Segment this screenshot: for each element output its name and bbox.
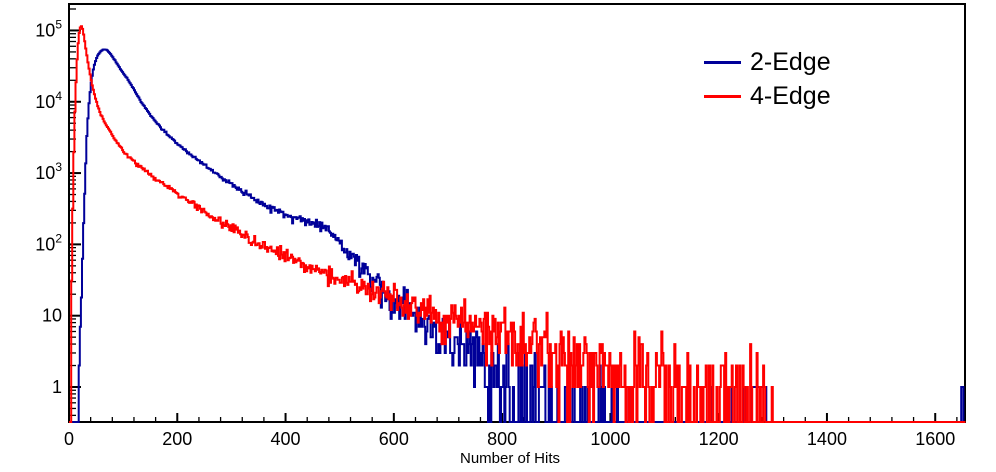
y-tick-label: 104 — [35, 89, 62, 112]
x-tick-label: 200 — [162, 429, 192, 449]
legend-label-4-edge: 4-Edge — [750, 81, 831, 110]
x-tick-label: 0 — [64, 429, 74, 449]
x-tick-label: 600 — [379, 429, 409, 449]
x-axis-title: Number of Hits — [459, 450, 561, 467]
x-tick-label: 1000 — [590, 429, 630, 449]
legend-item-4-edge: 4-Edge — [704, 79, 831, 113]
histogram-4-edge — [69, 25, 966, 423]
legend: 2-Edge 4-Edge — [704, 45, 831, 113]
legend-line-2-edge-icon — [704, 60, 741, 64]
x-tick-label: 400 — [271, 429, 301, 449]
legend-label-2-edge: 2-Edge — [750, 47, 831, 76]
legend-line-4-edge-icon — [704, 94, 741, 98]
y-tick-label: 103 — [35, 160, 62, 183]
y-tick-label: 102 — [35, 231, 62, 254]
legend-item-2-edge: 2-Edge — [704, 45, 831, 79]
x-tick-label: 1600 — [915, 429, 955, 449]
x-tick-label: 1400 — [807, 429, 847, 449]
x-tick-label: 800 — [487, 429, 517, 449]
y-tick-label: 105 — [35, 17, 62, 40]
x-tick-label: 1200 — [699, 429, 739, 449]
y-tick-label: 1 — [52, 377, 62, 397]
y-tick-label: 10 — [42, 306, 62, 326]
